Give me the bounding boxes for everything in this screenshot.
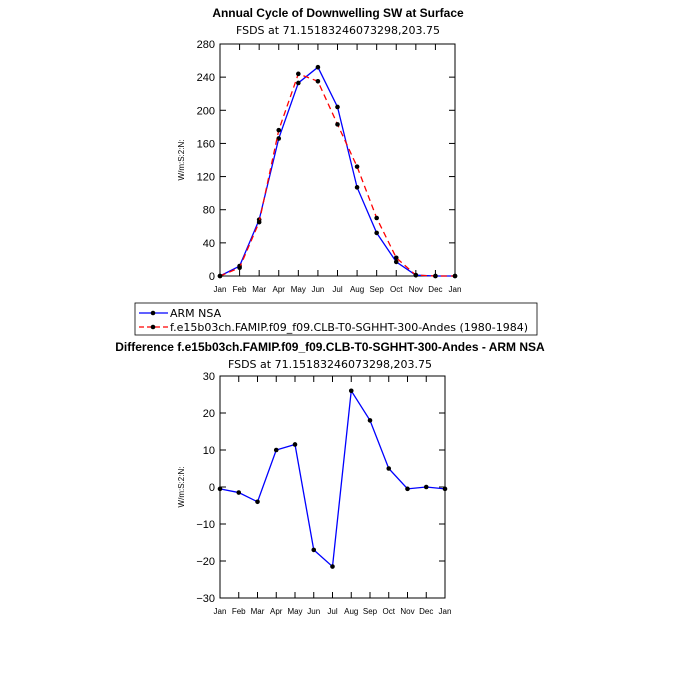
chart2-xtick-label: Dec (419, 607, 433, 616)
legend-label-1: f.e15b03ch.FAMIP.f09_f09.CLB-T0-SGHHT-30… (170, 321, 528, 334)
chart1-series-1-point (296, 71, 301, 77)
chart1-series-1-point (335, 122, 340, 127)
chart2-xtick-label: Jul (327, 607, 337, 616)
chart2-ytick-label: 0 (209, 482, 215, 494)
chart2-ytick-label: 30 (203, 371, 215, 383)
chart1-series-1-point (433, 273, 438, 279)
chart1-ytick-label: 40 (203, 238, 215, 250)
chart1-series-0-line (219, 66, 455, 277)
chart1-xtick-label: Jan (449, 285, 462, 294)
chart1-xtick-label: Sep (370, 285, 385, 294)
chart2-ytick-label: 10 (203, 445, 215, 457)
chart1-series-1-line (219, 72, 455, 277)
chart1-series-0-point (315, 64, 321, 70)
chart1-ylabel: W/m:S:2:N: (177, 140, 186, 181)
legend-label-0: ARM NSA (170, 307, 222, 320)
chart1-ytick-label: 120 (197, 172, 215, 184)
chart2-series-0-point (255, 499, 260, 505)
chart2-ylabel: W/m:S:2:N: (177, 467, 186, 508)
chart1-series-1-point (256, 219, 262, 225)
chart2-xtick-label: Jan (439, 607, 452, 616)
chart1-xtick-label: Jan (214, 285, 227, 294)
chart2-y-axis: −30 −20 −10 0 10 20 30 (196, 371, 445, 605)
chart2-xtick-label: Jan (214, 607, 227, 616)
chart1-title: Annual Cycle of Downwelling SW at Surfac… (212, 6, 464, 20)
chart2-series-0-point (292, 442, 298, 447)
chart2-series-0-point (217, 486, 223, 492)
chart2-series-0-point (405, 486, 410, 492)
chart1-xtick-label: Mar (252, 285, 266, 294)
chart1-series-0-point (276, 136, 282, 141)
chart2-xtick-label: Oct (383, 607, 396, 616)
chart2-series-0-point (386, 466, 392, 471)
chart2-series-0-point (348, 388, 354, 394)
legend-marker-0 (150, 310, 156, 316)
chart2-xtick-label: Apr (270, 607, 283, 616)
chart1-y-axis: 0 40 80 120 160 200 240 280 (197, 39, 455, 283)
chart1-series-1-point (217, 273, 223, 279)
chart1-xtick-label: Apr (273, 285, 286, 294)
chart2-series-group (217, 388, 448, 569)
chart1-xtick-label: May (291, 285, 306, 294)
chart1-ytick-label: 0 (209, 271, 215, 283)
chart1-series-group (217, 64, 458, 279)
chart2-xtick-label: Aug (344, 607, 358, 616)
chart2-ytick-label: −10 (196, 519, 215, 531)
chart1-ytick-label: 80 (203, 205, 215, 217)
chart1-xtick-label: Aug (350, 285, 364, 294)
legend-box (134, 302, 538, 336)
chart2-series-0-point (311, 547, 317, 553)
chart2-xtick-label: Sep (363, 607, 378, 616)
chart2-ytick-label: −20 (196, 556, 215, 568)
chart1-ytick-label: 200 (197, 105, 215, 117)
chart1-xtick-label: Jul (332, 285, 342, 294)
chart2-series-0-point (367, 418, 373, 423)
chart2-series-0-line (219, 388, 446, 568)
chart2-series-0-point (330, 564, 335, 569)
chart2-xtick-label: Mar (251, 607, 265, 616)
chart2-xtick-label: Jun (307, 607, 320, 616)
chart1-xtick-label: Dec (428, 285, 442, 294)
chart1-series-1-point (393, 255, 399, 261)
chart1-xtick-label: Nov (409, 285, 423, 294)
legend-marker-1 (150, 324, 156, 330)
chart1-series-1-point (413, 272, 419, 278)
chart2-series-0-point (442, 486, 448, 492)
chart1-series-0-point (335, 104, 340, 110)
legend: ARM NSAf.e15b03ch.FAMIP.f09_f09.CLB-T0-S… (139, 307, 528, 334)
chart2-xtick-label: Feb (232, 607, 246, 616)
chart1-series-1-point (276, 127, 282, 133)
chart1-series-1-point (315, 78, 321, 84)
chart1-xtick-label: Oct (390, 285, 403, 294)
chart2-title: Difference f.e15b03ch.FAMIP.f09_f09.CLB-… (115, 340, 545, 354)
chart1-xtick-label: Feb (233, 285, 247, 294)
chart1-x-axis: Jan Feb Mar Apr May Jun Jul Aug Sep Oct Nov Dec Jan (214, 44, 462, 294)
chart1-series-1-point (354, 164, 360, 169)
chart1-subtitle: FSDS at 71.15183246073298,203.75 (236, 24, 440, 37)
chart2-subtitle: FSDS at 71.15183246073298,203.75 (228, 358, 432, 371)
chart1-plot-frame (219, 43, 456, 277)
chart1-series-0-point (393, 259, 399, 265)
chart2-xtick-label: May (287, 607, 302, 616)
chart2-series-0-point (236, 490, 242, 495)
chart1-ytick-label: 160 (197, 138, 215, 150)
chart2-x-axis: Jan Feb Mar Apr May Jun Jul Aug Sep Oct Nov Dec Jan (214, 376, 452, 616)
chart1-series-1-point (452, 273, 458, 279)
chart2-ytick-label: −30 (196, 593, 215, 605)
chart1-series-0-point (296, 80, 301, 86)
chart1-ytick-label: 240 (197, 72, 215, 84)
chart2-series-0-point (273, 447, 279, 453)
chart1-ytick-label: 280 (197, 39, 215, 51)
chart1-series-1-point (374, 215, 379, 221)
chart2-xtick-label: Nov (400, 607, 414, 616)
chart2-series-0-point (423, 484, 429, 490)
chart1-xtick-label: Jun (311, 285, 324, 294)
chart1-series-0-point (374, 230, 379, 236)
chart1-series-0-point (354, 185, 360, 190)
chart2-ytick-label: 20 (203, 408, 215, 420)
chart1-series-1-point (237, 265, 242, 271)
